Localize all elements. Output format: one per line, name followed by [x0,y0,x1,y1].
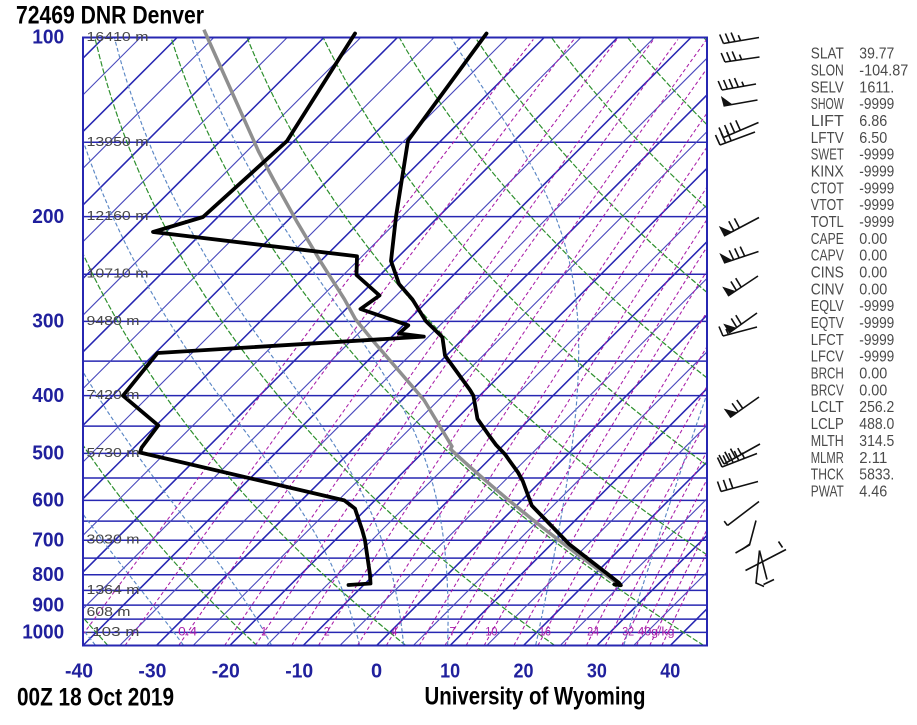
svg-text:0.00: 0.00 [859,366,887,383]
svg-text:-9999: -9999 [859,214,894,231]
svg-text:MLTH: MLTH [811,433,844,450]
svg-text:13950 m: 13950 m [87,135,149,149]
svg-text:7: 7 [450,627,456,639]
svg-text:6.50: 6.50 [859,130,887,147]
svg-text:6.86: 6.86 [859,113,887,130]
svg-text:00Z 18 Oct 2019: 00Z 18 Oct 2019 [17,684,174,712]
svg-text:-20: -20 [212,661,240,683]
svg-text:608 m: 608 m [87,605,131,619]
svg-text:0.00: 0.00 [859,281,887,298]
svg-text:10: 10 [485,627,497,639]
svg-text:400: 400 [32,385,64,407]
svg-text:30: 30 [587,661,607,683]
svg-text:BRCH: BRCH [811,366,844,383]
svg-text:-9999: -9999 [859,164,894,181]
svg-text:-9999: -9999 [859,315,894,332]
svg-text:EQTV: EQTV [811,315,845,332]
svg-text:10710 m: 10710 m [87,267,149,281]
svg-text:0.00: 0.00 [859,231,887,248]
svg-text:LCLT: LCLT [811,399,844,416]
svg-text:40: 40 [660,661,680,683]
svg-text:4.46: 4.46 [859,483,887,500]
svg-text:University of Wyoming: University of Wyoming [425,683,646,711]
svg-text:10: 10 [440,661,460,683]
svg-text:40g/kg: 40g/kg [638,627,675,639]
svg-text:SLON: SLON [811,62,844,79]
svg-text:200: 200 [32,206,64,228]
svg-text:16: 16 [539,627,551,639]
svg-text:16410 m: 16410 m [87,30,149,44]
svg-text:800: 800 [32,564,64,586]
svg-text:32: 32 [622,627,634,639]
svg-text:72469 DNR Denver: 72469 DNR Denver [16,2,204,30]
svg-text:2: 2 [324,627,330,639]
svg-text:256.2: 256.2 [859,399,894,416]
svg-text:LIFT: LIFT [811,113,845,130]
svg-text:20: 20 [514,661,534,683]
svg-text:0.4: 0.4 [178,627,198,639]
svg-text:LFCV: LFCV [811,349,845,366]
svg-text:SELV: SELV [811,79,845,96]
svg-text:-30: -30 [138,661,166,683]
svg-text:314.5: 314.5 [859,433,894,450]
svg-text:-40: -40 [65,661,93,683]
svg-text:VTOT: VTOT [811,197,844,214]
svg-text:5833.: 5833. [859,467,894,484]
svg-text:1000: 1000 [22,622,64,644]
svg-text:0: 0 [371,661,382,683]
svg-text:24: 24 [587,627,600,639]
svg-text:PWAT: PWAT [811,483,844,500]
svg-text:SWET: SWET [811,147,844,164]
svg-text:0.00: 0.00 [859,382,887,399]
svg-text:488.0: 488.0 [859,416,894,433]
svg-text:CTOT: CTOT [811,180,844,197]
svg-text:300: 300 [32,311,64,333]
svg-text:CAPV: CAPV [811,248,845,265]
svg-text:TOTL: TOTL [811,214,844,231]
svg-text:39.77: 39.77 [859,46,894,63]
svg-text:1364 m: 1364 m [87,583,140,597]
svg-text:-103 m: -103 m [87,625,140,639]
svg-text:LFCT: LFCT [811,332,844,349]
svg-text:-9999: -9999 [859,180,894,197]
svg-text:CINS: CINS [811,265,844,282]
svg-text:-9999: -9999 [859,197,894,214]
svg-text:1611.: 1611. [859,79,894,96]
svg-text:-10: -10 [285,661,313,683]
svg-text:-9999: -9999 [859,349,894,366]
svg-text:500: 500 [32,443,64,465]
svg-text:5730 m: 5730 m [87,446,140,460]
svg-text:LFTV: LFTV [811,130,845,147]
svg-text:600: 600 [32,490,64,512]
svg-text:CINV: CINV [811,281,845,298]
svg-text:100: 100 [32,27,64,49]
svg-text:900: 900 [32,594,64,616]
svg-text:0.00: 0.00 [859,248,887,265]
svg-text:-9999: -9999 [859,96,894,113]
svg-text:CAPE: CAPE [811,231,844,248]
svg-text:1: 1 [261,627,267,639]
svg-text:EQLV: EQLV [811,298,845,315]
svg-text:SLAT: SLAT [811,46,844,63]
svg-text:9480 m: 9480 m [87,314,140,328]
svg-text:THCK: THCK [811,467,845,484]
svg-text:3030 m: 3030 m [87,533,140,547]
svg-text:4: 4 [391,627,398,639]
svg-text:MLMR: MLMR [811,450,844,467]
svg-text:KINX: KINX [811,164,845,181]
svg-text:700: 700 [32,529,64,551]
svg-text:-9999: -9999 [859,298,894,315]
svg-text:0.00: 0.00 [859,265,887,282]
svg-text:-9999: -9999 [859,332,894,349]
svg-text:-9999: -9999 [859,147,894,164]
svg-text:SHOW: SHOW [811,96,844,113]
svg-text:7420 m: 7420 m [87,388,140,402]
svg-text:-104.87: -104.87 [859,62,908,79]
svg-text:LCLP: LCLP [811,416,844,433]
svg-text:BRCV: BRCV [811,382,844,399]
svg-text:2.11: 2.11 [859,450,887,467]
svg-text:12160 m: 12160 m [87,209,149,223]
